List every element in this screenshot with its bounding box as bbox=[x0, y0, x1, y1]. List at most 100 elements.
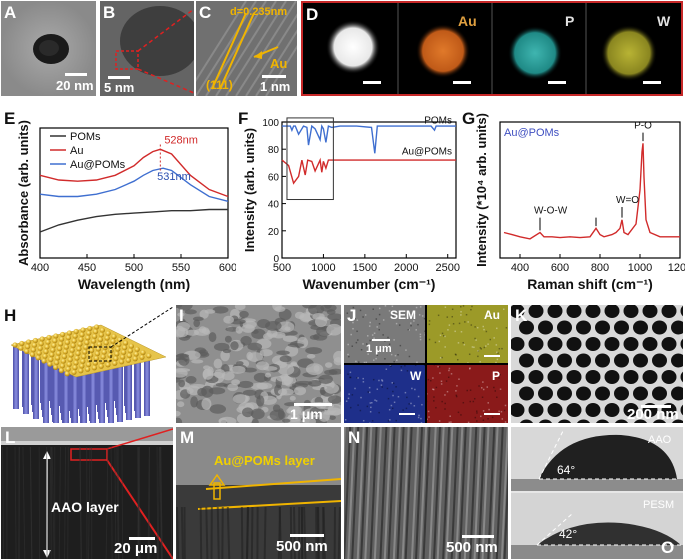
au-nanoparticle bbox=[71, 338, 77, 344]
channel-streak bbox=[445, 427, 454, 559]
eds-pixel bbox=[451, 315, 454, 318]
pore bbox=[623, 370, 639, 384]
eds-pixel bbox=[481, 396, 484, 398]
eds-pixel bbox=[465, 313, 468, 316]
pore-channel bbox=[126, 358, 132, 420]
au-nanoparticle bbox=[140, 350, 146, 356]
sem-grain bbox=[209, 404, 227, 414]
eds-pixel bbox=[357, 404, 359, 406]
eds-pixel bbox=[348, 393, 350, 395]
eds-pixel bbox=[487, 418, 489, 420]
channel-streak bbox=[137, 446, 140, 559]
eds-pixel bbox=[363, 361, 366, 364]
au-nanoparticle bbox=[41, 358, 47, 364]
au-nanoparticle bbox=[64, 371, 70, 377]
au-nanoparticle bbox=[99, 327, 105, 333]
au-nanoparticle bbox=[66, 361, 72, 367]
eds-pixel bbox=[467, 321, 469, 323]
channel-streak bbox=[322, 506, 326, 559]
eds-pixel bbox=[395, 419, 397, 422]
eds-pixel bbox=[367, 353, 369, 355]
tick-label: 20 bbox=[268, 227, 280, 238]
eds-pixel bbox=[351, 345, 354, 347]
au-nanoparticle bbox=[103, 340, 109, 346]
sem-grain bbox=[202, 368, 214, 380]
eds-pixel bbox=[482, 388, 485, 391]
pore bbox=[652, 353, 667, 368]
eds-pixel bbox=[469, 389, 472, 391]
sem-grain bbox=[213, 358, 223, 369]
au-nanoparticle bbox=[99, 359, 105, 365]
pore bbox=[547, 337, 563, 351]
bottom-angle: 42° bbox=[559, 527, 578, 541]
panel-h-schematic: H bbox=[1, 305, 173, 423]
chart-g-raman: 400 600 800 1000 1200 Raman shift (cm⁻¹) Inten… bbox=[474, 113, 685, 292]
scale-bar-label: 20 μm bbox=[114, 540, 158, 557]
eds-pixel bbox=[470, 324, 473, 326]
au-nanoparticle bbox=[52, 338, 58, 344]
eds-pixel bbox=[448, 324, 451, 326]
eds-pixel bbox=[460, 414, 462, 416]
eds-pixel bbox=[446, 316, 449, 318]
eds-pixel bbox=[347, 353, 349, 356]
series-label-aupoms: Au@POMs bbox=[402, 147, 452, 158]
au-nanoparticle bbox=[39, 336, 45, 342]
pore bbox=[557, 320, 572, 335]
sem-grain bbox=[192, 316, 204, 321]
channel-streak bbox=[436, 427, 445, 559]
channel-streak bbox=[263, 506, 267, 559]
pore-channel bbox=[43, 362, 49, 423]
eds-pixel bbox=[483, 346, 486, 349]
eds-pixel bbox=[432, 388, 434, 391]
sem-grain bbox=[259, 349, 273, 357]
au-nanoparticle bbox=[44, 344, 50, 350]
sem-grain bbox=[295, 380, 313, 386]
eds-pixel bbox=[437, 314, 440, 317]
eds-pixel bbox=[395, 322, 398, 325]
peak-label-au: 528nm bbox=[164, 134, 198, 146]
sem-grain bbox=[306, 354, 316, 359]
scale-bar-label: 1 nm bbox=[260, 79, 291, 94]
series-label: Au@POMs bbox=[504, 127, 560, 139]
eds-pixel bbox=[454, 330, 456, 333]
eds-pixel bbox=[408, 329, 410, 331]
eds-pixel bbox=[447, 376, 450, 379]
scale-bar bbox=[641, 405, 671, 408]
pore bbox=[604, 337, 620, 351]
eds-pixel bbox=[455, 394, 458, 397]
scale-bar bbox=[372, 339, 390, 341]
eds-pixel bbox=[483, 328, 485, 331]
eds-pixel bbox=[449, 415, 451, 417]
eds-pixel bbox=[421, 315, 424, 317]
eds-pixel bbox=[427, 410, 430, 413]
eds-pixel bbox=[378, 307, 381, 310]
au-nanoparticle bbox=[70, 343, 76, 349]
channel-streak bbox=[337, 506, 341, 559]
eds-pixel bbox=[428, 323, 431, 326]
channel-streak bbox=[392, 427, 401, 559]
eds-pixel bbox=[454, 353, 457, 356]
pore bbox=[671, 353, 683, 368]
au-nanoparticle bbox=[128, 343, 134, 349]
sem-grain bbox=[333, 357, 341, 366]
eds-pixel bbox=[369, 339, 371, 342]
channel-streak bbox=[458, 427, 467, 559]
eds-pixel bbox=[480, 348, 482, 350]
series-line-poms bbox=[282, 123, 456, 154]
eds-pixel bbox=[495, 361, 497, 364]
pore bbox=[672, 419, 683, 423]
eds-pixel bbox=[400, 369, 403, 372]
panel-m-au-pom-layer: M Au@POMs layer 500 nm bbox=[176, 427, 341, 559]
sem-grain bbox=[269, 409, 286, 421]
channel-streak bbox=[159, 446, 162, 559]
eds-pixel bbox=[345, 400, 348, 402]
eds-pixel bbox=[384, 305, 387, 307]
eds-pixel bbox=[392, 315, 394, 317]
sem-grain bbox=[309, 334, 320, 340]
eds-pixel bbox=[410, 324, 412, 327]
eds-pixel bbox=[362, 377, 364, 380]
eds-pixel bbox=[460, 314, 462, 316]
channel-streak bbox=[105, 446, 109, 559]
eds-pixel bbox=[502, 308, 505, 310]
eds-pixel bbox=[447, 329, 449, 331]
